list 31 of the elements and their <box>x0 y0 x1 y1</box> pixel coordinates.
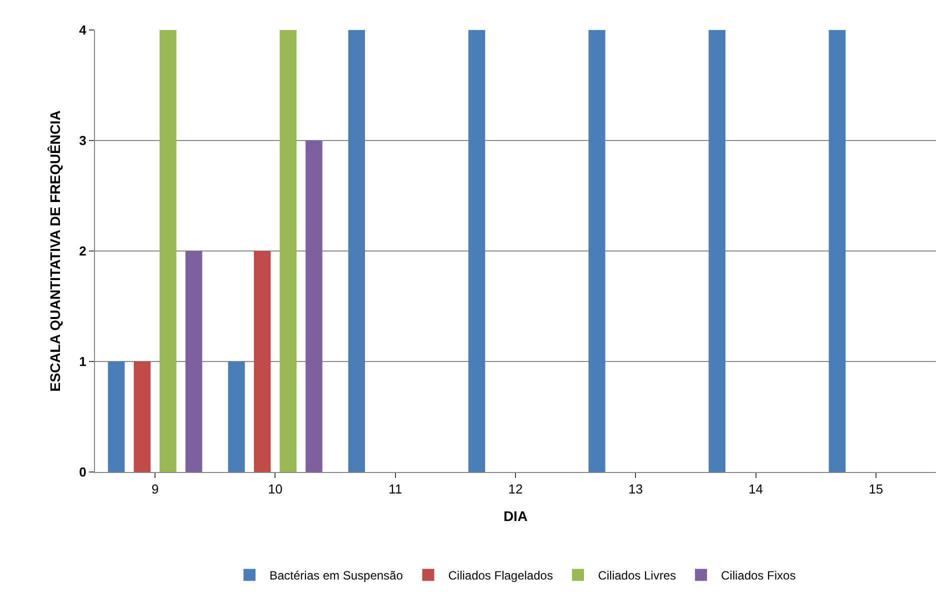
y-tick-label: 2 <box>79 244 86 259</box>
legend-label: Bactérias em Suspensão <box>270 568 404 583</box>
bar <box>306 140 322 472</box>
y-tick-label: 1 <box>79 354 86 370</box>
legend-label: Ciliados Flagelados <box>448 568 553 583</box>
bar <box>348 30 366 472</box>
x-tick-label: 13 <box>628 482 643 497</box>
x-tick-label: 14 <box>748 482 764 497</box>
bar <box>280 30 297 472</box>
y-tick-label: 0 <box>79 464 86 480</box>
x-tick-label: 10 <box>268 482 282 497</box>
bar <box>588 30 606 472</box>
x-tick-label: 11 <box>388 482 402 497</box>
bar <box>160 30 176 472</box>
bar <box>708 30 726 472</box>
bar <box>468 30 486 472</box>
legend-label: Ciliados Fixos <box>721 568 796 583</box>
x-tick-label: 15 <box>868 482 884 497</box>
x-axis-title: DIA <box>503 508 528 524</box>
bar <box>828 30 846 472</box>
bar <box>108 362 125 472</box>
bar <box>228 362 245 472</box>
y-tick-label: 4 <box>79 22 88 38</box>
x-tick-label: 12 <box>508 482 523 497</box>
x-tick-label: 9 <box>151 482 159 497</box>
bar <box>134 362 151 472</box>
bar <box>185 251 202 472</box>
y-axis-title: ESCALA QUANTITATIVA DE FREQUÊNCIA <box>46 110 63 392</box>
legend-label: Ciliados Livres <box>598 568 676 583</box>
y-tick-label: 3 <box>79 133 86 148</box>
bar <box>254 251 271 472</box>
